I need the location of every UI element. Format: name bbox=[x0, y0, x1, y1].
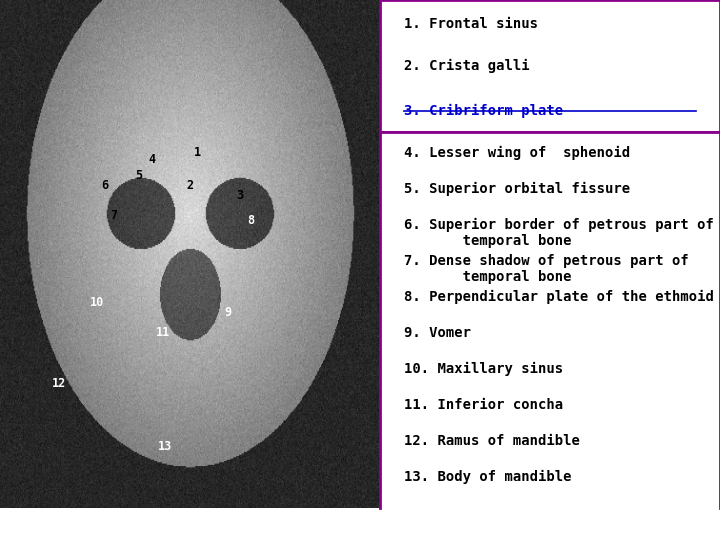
Text: 5. Superior orbital fissure: 5. Superior orbital fissure bbox=[404, 181, 630, 195]
Text: 13. Body of mandible: 13. Body of mandible bbox=[404, 470, 572, 484]
Text: 3. Cribriform plate: 3. Cribriform plate bbox=[404, 104, 563, 118]
Text: 10: 10 bbox=[90, 295, 104, 308]
Text: 9. Vomer: 9. Vomer bbox=[404, 326, 471, 340]
Text: 11: 11 bbox=[156, 326, 171, 339]
Text: 2: 2 bbox=[186, 179, 194, 192]
Text: 8. Perpendicular plate of the ethmoid: 8. Perpendicular plate of the ethmoid bbox=[404, 289, 714, 303]
Text: 1. Frontal sinus: 1. Frontal sinus bbox=[404, 17, 538, 31]
Text: 4: 4 bbox=[148, 153, 156, 166]
Text: 8: 8 bbox=[248, 214, 254, 227]
Text: 4. Lesser wing of  sphenoid: 4. Lesser wing of sphenoid bbox=[404, 145, 630, 160]
Text: 3: 3 bbox=[236, 189, 243, 202]
Text: 5: 5 bbox=[135, 168, 143, 181]
Text: 7. Dense shadow of petrous part of
       temporal bone: 7. Dense shadow of petrous part of tempo… bbox=[404, 253, 689, 284]
Text: 6: 6 bbox=[101, 179, 108, 192]
Text: 11. Inferior concha: 11. Inferior concha bbox=[404, 397, 563, 411]
Text: 7: 7 bbox=[110, 209, 117, 222]
Text: 2. Crista galli: 2. Crista galli bbox=[404, 59, 530, 73]
Text: 13: 13 bbox=[158, 440, 173, 453]
Text: 9: 9 bbox=[225, 306, 232, 319]
Text: 10. Maxillary sinus: 10. Maxillary sinus bbox=[404, 362, 563, 376]
Text: 12. Ramus of mandible: 12. Ramus of mandible bbox=[404, 434, 580, 448]
Text: 12: 12 bbox=[52, 377, 66, 390]
Text: 1: 1 bbox=[194, 146, 202, 159]
Text: 6. Superior border of petrous part of
       temporal bone: 6. Superior border of petrous part of te… bbox=[404, 218, 714, 248]
